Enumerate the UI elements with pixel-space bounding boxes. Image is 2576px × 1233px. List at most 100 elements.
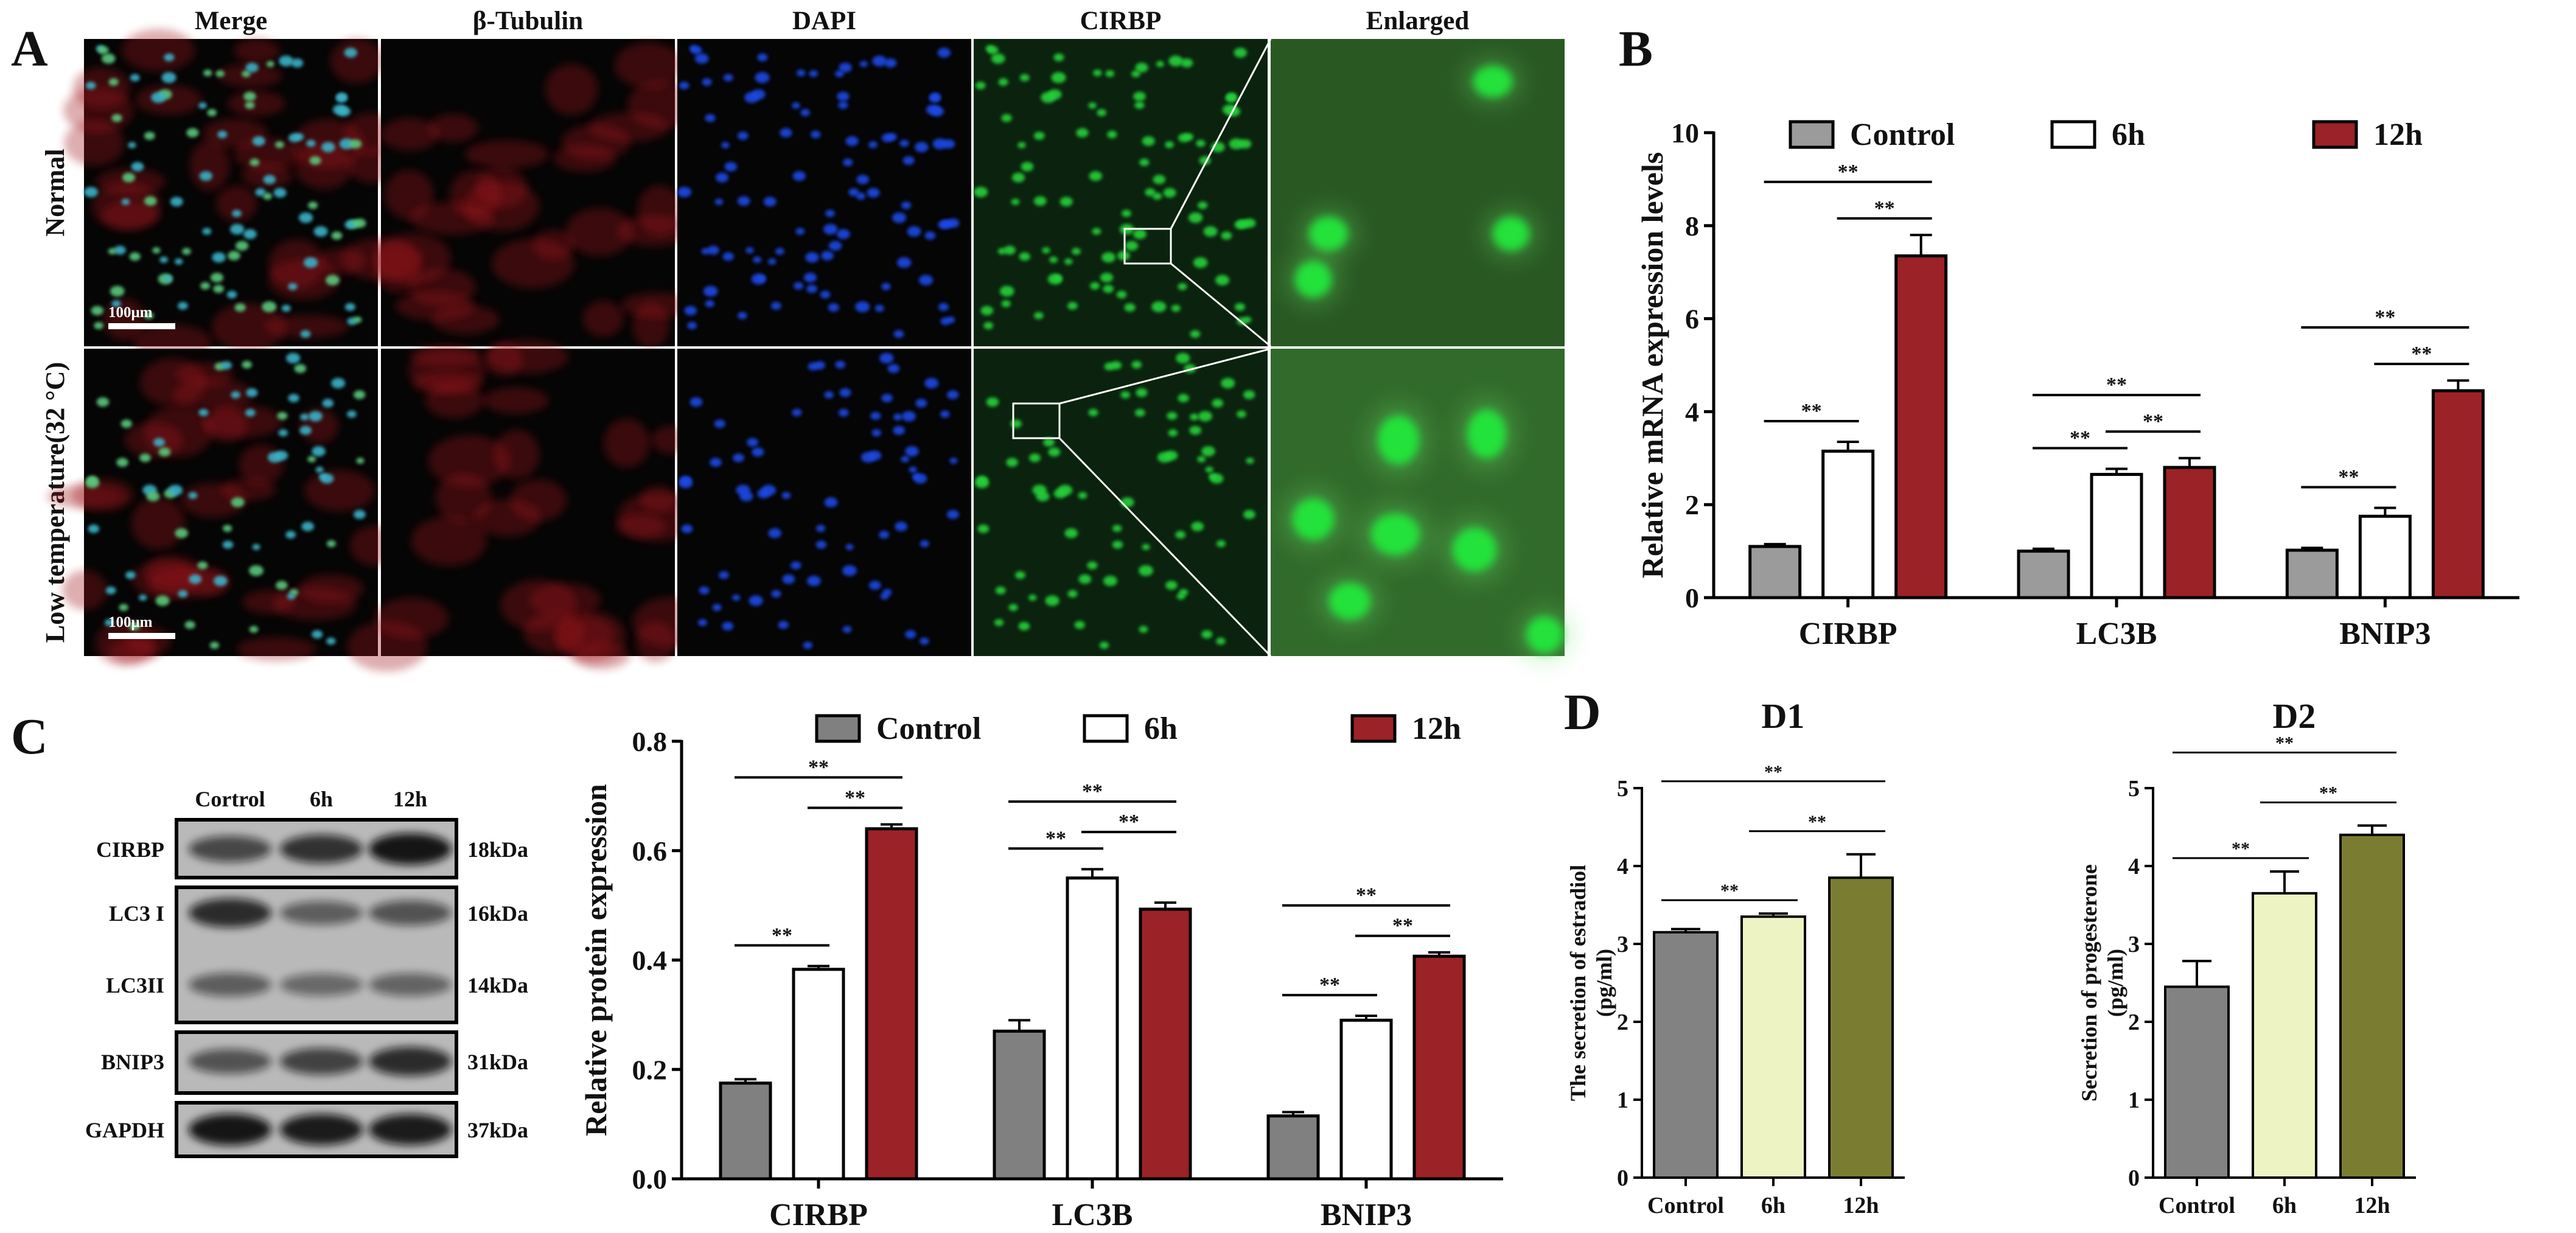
cytoskeleton-texture — [565, 208, 634, 256]
nucleus — [335, 94, 347, 103]
blot-protein-label: CIRBP — [96, 837, 164, 862]
nucleus — [781, 492, 791, 499]
nucleus — [88, 524, 100, 533]
nucleus — [1064, 258, 1073, 265]
nucleus — [884, 58, 897, 68]
enlarged-nucleus — [1453, 528, 1496, 571]
nucleus — [163, 275, 172, 282]
nucleus — [315, 466, 324, 473]
nucleus — [775, 248, 784, 255]
micrograph-cirbp-normal — [974, 39, 1268, 346]
nucleus — [839, 388, 851, 397]
nucleus — [913, 473, 927, 484]
significance-label: ** — [2070, 427, 2090, 449]
nucleus — [1103, 284, 1114, 293]
y-axis-title: Relative protein expression — [579, 784, 613, 1136]
y-tick-label: 0 — [1617, 1165, 1628, 1191]
significance-label: ** — [2232, 839, 2250, 859]
panel-letter-a: A — [11, 21, 48, 77]
nucleus — [1033, 131, 1045, 140]
nucleus — [242, 360, 252, 369]
bar-6h — [2252, 892, 2317, 1179]
nucleus — [300, 330, 311, 338]
nucleus — [733, 453, 744, 463]
enlarged-nucleus — [1473, 66, 1512, 97]
nucleus — [915, 399, 927, 408]
bar-6h-bnip3 — [2358, 514, 2412, 599]
chart-title: D2 — [2273, 696, 2316, 736]
y-tick-label: 0 — [1685, 582, 1699, 613]
nucleus — [245, 101, 255, 109]
y-tick-label: 5 — [1617, 776, 1628, 802]
nucleus — [1139, 565, 1153, 576]
nucleus — [1001, 114, 1012, 122]
nucleus — [909, 466, 917, 473]
nucleus — [848, 188, 859, 197]
cytoskeleton-texture — [500, 579, 578, 631]
scale-bar-label: 100μm — [108, 304, 153, 321]
nucleus — [821, 251, 834, 260]
nucleus — [707, 245, 719, 255]
y-tick-label: 0.4 — [632, 945, 668, 976]
nucleus — [920, 540, 929, 548]
cytoskeleton-texture — [561, 124, 631, 159]
legend-label: 12h — [2373, 117, 2423, 152]
nucleus — [104, 619, 114, 626]
nucleus — [938, 302, 949, 311]
y-tick-label: 4 — [1617, 854, 1628, 879]
nucleus — [1210, 473, 1224, 484]
nucleus — [1053, 53, 1064, 61]
panel-letter-b: B — [1619, 21, 1653, 77]
bar-6h — [1740, 915, 1806, 1179]
nucleus — [354, 509, 366, 519]
nucleus — [213, 284, 224, 293]
nucleus — [1165, 450, 1178, 461]
nucleus — [1167, 411, 1178, 420]
nucleus — [159, 256, 169, 264]
y-tick-label: 2 — [2128, 1010, 2140, 1035]
nucleus — [1171, 304, 1181, 312]
nucleus — [321, 142, 335, 153]
nucleus — [245, 63, 259, 72]
y-axis-title: Relative mRNA expression levels — [1635, 152, 1669, 578]
nucleus — [1139, 158, 1150, 166]
nucleus — [337, 106, 351, 117]
cytoskeleton-texture — [239, 444, 284, 484]
nucleus — [1198, 201, 1208, 209]
nucleus — [200, 282, 211, 290]
nucleus — [326, 540, 336, 548]
nucleus — [975, 82, 986, 89]
nucleus — [288, 283, 298, 290]
nucleus — [947, 509, 959, 519]
nucleus — [677, 186, 692, 198]
cytoskeleton-texture — [234, 38, 280, 63]
nucleus — [1116, 290, 1127, 299]
nucleus — [949, 458, 958, 464]
nucleus — [763, 197, 777, 207]
cytoskeleton-texture — [62, 570, 108, 610]
nucleus — [125, 571, 136, 579]
nucleus — [901, 456, 910, 463]
nucleus — [85, 82, 96, 89]
nucleus — [1120, 391, 1130, 399]
nucleus — [749, 595, 763, 606]
nucleus — [108, 78, 119, 86]
blot-size-label: 16kDa — [467, 901, 528, 926]
nucleus — [1112, 525, 1122, 532]
nucleus — [1049, 256, 1058, 264]
nucleus — [920, 637, 929, 645]
micrograph-dapi-low-temp — [677, 349, 971, 656]
significance-label: ** — [2411, 343, 2432, 365]
nucleus — [1234, 220, 1246, 229]
nucleus — [222, 540, 234, 549]
nucleus — [732, 595, 741, 601]
nucleus — [905, 630, 916, 639]
nucleus — [1184, 133, 1194, 141]
nucleus — [1131, 360, 1142, 369]
nucleus — [1048, 447, 1061, 457]
nucleus — [1153, 175, 1166, 184]
nucleus — [1176, 352, 1190, 364]
nucleus — [294, 133, 304, 141]
nucleus — [1029, 453, 1041, 463]
nucleus — [356, 458, 365, 464]
